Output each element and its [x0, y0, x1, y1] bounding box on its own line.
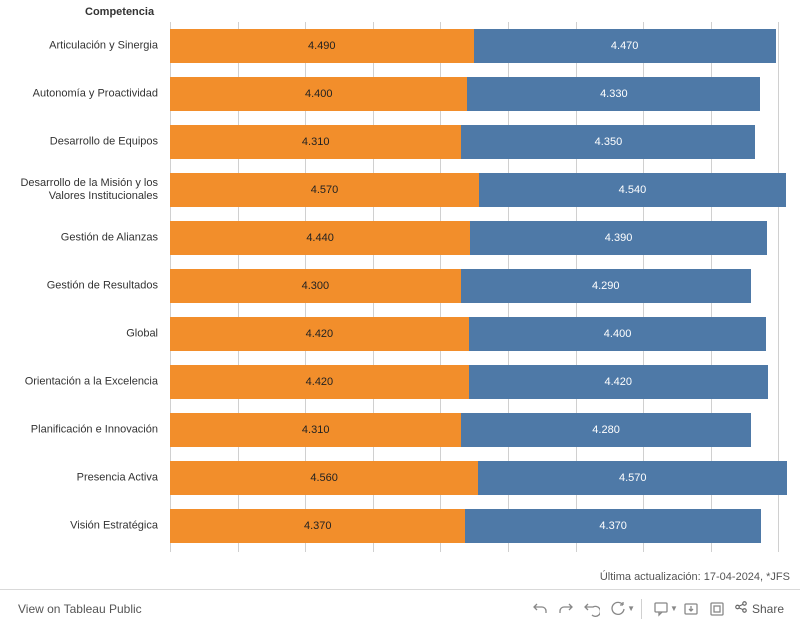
- redo-button[interactable]: [553, 596, 579, 622]
- bar-group: 4.3004.290: [170, 269, 751, 303]
- row-label: Desarrollo de la Misión y los Valores In…: [0, 177, 158, 203]
- chart-row: Autonomía y Proactividad4.4004.330: [170, 70, 792, 118]
- bar-series-2[interactable]: 4.280: [461, 413, 750, 447]
- bar-series-2[interactable]: 4.570: [478, 461, 787, 495]
- bar-group: 4.4204.420: [170, 365, 768, 399]
- share-label: Share: [752, 602, 784, 616]
- row-label: Global: [0, 327, 158, 340]
- view-on-tableau-link[interactable]: View on Tableau Public: [12, 602, 142, 616]
- bar-series-2[interactable]: 4.290: [461, 269, 751, 303]
- bar-series-1[interactable]: 4.420: [170, 365, 469, 399]
- column-header: Competencia: [85, 6, 154, 18]
- tableau-toolbar: View on Tableau Public ▼ ▼ Share: [0, 589, 800, 627]
- bar-series-1[interactable]: 4.420: [170, 317, 469, 351]
- view-on-tableau-label: View on Tableau Public: [18, 602, 142, 616]
- bar-series-1[interactable]: 4.310: [170, 125, 461, 159]
- share-icon: [734, 600, 748, 617]
- row-label: Autonomía y Proactividad: [0, 87, 158, 100]
- bar-group: 4.5604.570: [170, 461, 787, 495]
- chart-row: Gestión de Resultados4.3004.290: [170, 262, 792, 310]
- bar-series-1[interactable]: 4.300: [170, 269, 461, 303]
- bar-series-2[interactable]: 4.390: [470, 221, 767, 255]
- row-label: Presencia Activa: [0, 471, 158, 484]
- share-button[interactable]: Share: [730, 600, 788, 617]
- row-label: Gestión de Alianzas: [0, 231, 158, 244]
- bar-series-2[interactable]: 4.470: [474, 29, 776, 63]
- bar-series-1[interactable]: 4.370: [170, 509, 465, 543]
- bar-series-1[interactable]: 4.310: [170, 413, 461, 447]
- bar-series-1[interactable]: 4.490: [170, 29, 474, 63]
- bar-group: 4.3704.370: [170, 509, 761, 543]
- chart-area: Competencia Articulación y Sinergia4.490…: [0, 0, 800, 586]
- bar-group: 4.3104.350: [170, 125, 755, 159]
- bar-series-2[interactable]: 4.330: [467, 77, 760, 111]
- bar-series-1[interactable]: 4.400: [170, 77, 467, 111]
- bar-series-2[interactable]: 4.420: [469, 365, 768, 399]
- bar-series-2[interactable]: 4.370: [465, 509, 760, 543]
- bar-series-1[interactable]: 4.440: [170, 221, 470, 255]
- refresh-dropdown[interactable]: ▼: [627, 604, 635, 613]
- bar-group: 4.3104.280: [170, 413, 751, 447]
- toolbar-separator: [641, 599, 642, 619]
- chart-row: Orientación a la Excelencia4.4204.420: [170, 358, 792, 406]
- row-label: Planificación e Innovación: [0, 423, 158, 436]
- chart-row: Visión Estratégica4.3704.370: [170, 502, 792, 550]
- bar-series-2[interactable]: 4.350: [461, 125, 755, 159]
- chart-row: Desarrollo de Equipos4.3104.350: [170, 118, 792, 166]
- bar-series-1[interactable]: 4.560: [170, 461, 478, 495]
- row-label: Gestión de Resultados: [0, 279, 158, 292]
- chart-row: Articulación y Sinergia4.4904.470: [170, 22, 792, 70]
- bar-group: 4.5704.540: [170, 173, 786, 207]
- chart-row: Global4.4204.400: [170, 310, 792, 358]
- chart-plot: Articulación y Sinergia4.4904.470Autonom…: [170, 22, 792, 552]
- chart-row: Desarrollo de la Misión y los Valores In…: [170, 166, 792, 214]
- revert-button[interactable]: [579, 596, 605, 622]
- download-button[interactable]: [678, 596, 704, 622]
- fullscreen-button[interactable]: [704, 596, 730, 622]
- bar-group: 4.4404.390: [170, 221, 767, 255]
- comment-dropdown[interactable]: ▼: [670, 604, 678, 613]
- bar-series-2[interactable]: 4.540: [479, 173, 786, 207]
- row-label: Visión Estratégica: [0, 519, 158, 532]
- chart-row: Presencia Activa4.5604.570: [170, 454, 792, 502]
- row-label: Orientación a la Excelencia: [0, 375, 158, 388]
- chart-row: Gestión de Alianzas4.4404.390: [170, 214, 792, 262]
- bar-group: 4.4004.330: [170, 77, 760, 111]
- chart-row: Planificación e Innovación4.3104.280: [170, 406, 792, 454]
- bar-group: 4.4904.470: [170, 29, 776, 63]
- undo-button[interactable]: [527, 596, 553, 622]
- row-label: Articulación y Sinergia: [0, 39, 158, 52]
- bar-group: 4.4204.400: [170, 317, 766, 351]
- row-label: Desarrollo de Equipos: [0, 135, 158, 148]
- bar-series-2[interactable]: 4.400: [469, 317, 766, 351]
- bar-series-1[interactable]: 4.570: [170, 173, 479, 207]
- footer-note: Última actualización: 17-04-2024, *JFS: [600, 571, 790, 583]
